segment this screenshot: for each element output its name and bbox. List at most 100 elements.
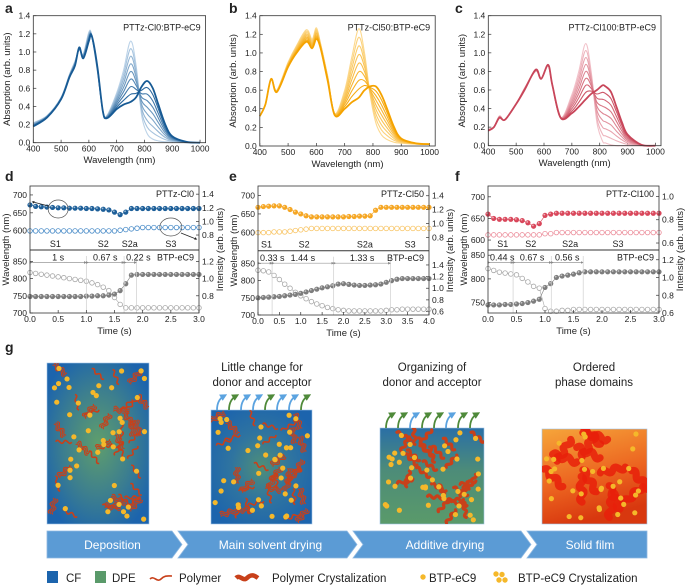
point-highlight <box>368 283 371 286</box>
polymer-crystal <box>57 421 67 436</box>
btp-ec9-dot <box>255 497 262 503</box>
btp-ec9-dot <box>388 461 394 468</box>
wavelength-point <box>185 271 191 278</box>
point-highlight <box>352 283 355 286</box>
btp-ec9-dot <box>579 457 585 464</box>
x-axis-label: Wavelength (nm) <box>539 158 611 169</box>
y2-tick-label: 1.0 <box>662 273 674 283</box>
point-highlight <box>261 204 264 207</box>
polymer-crystal <box>240 480 254 492</box>
point-highlight <box>34 294 36 297</box>
spectrum-line-intermediate <box>259 28 430 145</box>
wavelength-point <box>303 289 309 295</box>
point-highlight <box>124 210 126 213</box>
wavelength-point <box>100 206 106 212</box>
x-tick-label: 600 <box>309 147 323 157</box>
intensity-point <box>404 306 411 312</box>
wavelength-point <box>308 214 315 220</box>
btp-ec9-dot <box>632 510 638 516</box>
polymer-crystal <box>53 423 63 438</box>
intensity-point <box>502 270 508 276</box>
intensity-point <box>162 305 168 311</box>
x-tick-label: 0.5 <box>273 316 285 326</box>
intensity-point <box>378 308 384 314</box>
y-tick-label: 0.0 <box>245 141 257 151</box>
wavelength-point <box>383 279 389 285</box>
evaporation-arrow <box>457 412 469 429</box>
wavelength-point <box>362 282 368 289</box>
intensity-point <box>145 305 151 311</box>
x-tick-label: 1.5 <box>109 314 121 324</box>
evaporation-arrow <box>288 394 300 411</box>
wavelength-point <box>346 281 352 287</box>
btp-ec9-dot <box>231 479 237 485</box>
polymer-crystal <box>297 510 310 524</box>
spectrum-line-intermediate <box>33 32 201 144</box>
intensity-point <box>367 308 373 314</box>
polymer-crystal <box>111 493 128 503</box>
polymer-crystal <box>294 507 307 521</box>
intensity-point <box>513 232 520 238</box>
wavelength-point <box>367 282 373 288</box>
point-highlight <box>623 270 625 272</box>
wavelength-point <box>388 278 395 284</box>
btp-ec9-dot <box>276 441 282 447</box>
y-tick-label: 1.2 <box>473 29 485 39</box>
intensity-point <box>77 277 84 283</box>
polymer-chain <box>266 486 273 504</box>
point-highlight <box>526 300 529 303</box>
x-tick-label: 600 <box>537 147 551 157</box>
point-highlight <box>651 270 654 272</box>
intensity-point <box>508 232 514 238</box>
wavelength-point <box>399 275 405 282</box>
spectrum-line-intermediate <box>33 32 201 144</box>
point-highlight <box>634 211 637 214</box>
y-tick-label: 700 <box>241 310 255 320</box>
wavelength-point <box>639 269 645 275</box>
point-highlight <box>174 272 177 275</box>
point-highlight <box>320 215 323 217</box>
dpe-swatch <box>95 571 106 583</box>
film-content <box>542 429 647 522</box>
wavelength-point <box>531 298 537 304</box>
wavelength-point <box>55 205 61 211</box>
polymer-crystal <box>110 495 127 504</box>
btp-ec9-dot <box>546 478 552 484</box>
intensity-point <box>100 284 106 290</box>
y-tick-label: 750 <box>241 293 255 303</box>
btp-ec9-dot <box>382 502 388 508</box>
wavelength-point <box>95 206 101 212</box>
point-highlight <box>79 206 81 209</box>
intensity-point <box>271 272 277 279</box>
polymer-crystal <box>51 498 59 515</box>
wavelength-point <box>362 213 368 219</box>
wavelength-point <box>162 205 168 212</box>
y-tick-label: 800 <box>241 276 255 286</box>
left-axis-arrow <box>31 200 49 207</box>
btp-ec9-dot <box>109 385 115 391</box>
polymer-crystal <box>269 473 279 489</box>
point-highlight <box>309 288 312 291</box>
intensity-point <box>49 273 56 279</box>
x-tick-label: 2.5 <box>625 314 637 324</box>
intensity-point <box>173 305 180 311</box>
btp-ec9-dot <box>453 437 459 443</box>
point-highlight <box>315 287 317 290</box>
intensity-point <box>314 225 320 232</box>
intensity-point <box>151 305 157 311</box>
wavelength-point <box>559 273 565 279</box>
polymer-crystal <box>419 428 434 444</box>
point-highlight <box>526 221 529 223</box>
intensity-point <box>260 229 267 236</box>
point-highlight <box>180 272 183 275</box>
intensity-point <box>134 225 140 231</box>
intensity-point <box>265 229 272 236</box>
intensity-point <box>633 229 639 236</box>
polymer-crystal <box>425 493 446 501</box>
point-highlight <box>267 204 269 207</box>
duration-label: 0.33 s <box>260 253 285 263</box>
y2-tick-label: 1.4 <box>432 191 444 201</box>
wavelength-point <box>168 205 174 212</box>
intensity-point <box>627 229 634 236</box>
polymer-crystal <box>289 427 294 445</box>
